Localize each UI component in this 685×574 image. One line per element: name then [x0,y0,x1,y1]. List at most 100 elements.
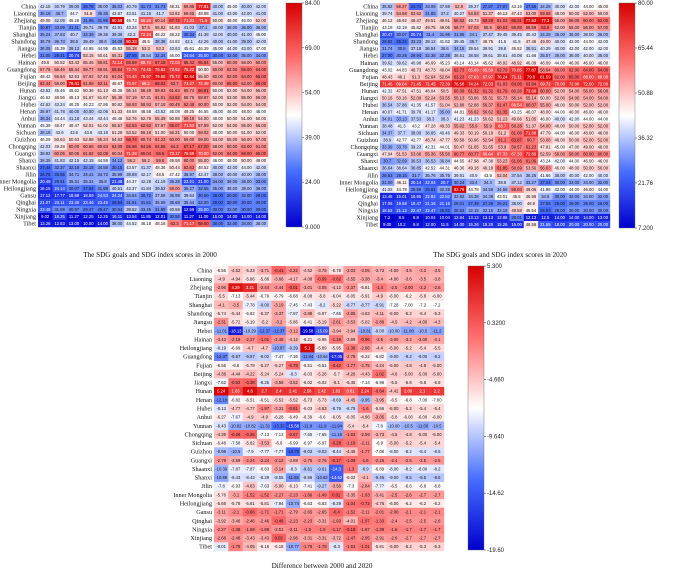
cell-value: -1.7 [404,527,412,532]
heatmap-cell [224,178,240,186]
heatmap-cell [357,456,373,465]
cell-value: 67.18 [155,60,166,65]
heatmap-cell [81,45,96,53]
heatmap-cell [386,490,402,500]
heatmap-cell [495,157,510,165]
heatmap-cell [224,3,240,11]
cell-value: 15.00 [511,222,522,227]
cell-value: 52.04 [497,173,508,178]
cell-value: -5.4 [419,311,427,316]
cell-value: -7.28 [389,302,399,307]
cell-value: -5.3 [433,544,441,549]
heatmap-cell [81,10,96,18]
heatmap-cell [153,206,168,214]
cell-value: 53.3 [142,46,151,51]
chart-title: The SDG goals and SDG index scores in 20… [433,251,567,259]
cell-value: 37.53 [411,117,422,122]
heatmap-cell [552,31,568,39]
cell-value: 34.39 [83,32,94,37]
heatmap-cell [523,192,539,201]
heatmap-cell [196,199,211,207]
heatmap-cell [109,80,125,88]
heatmap-cell [386,456,402,465]
heatmap-cell [581,143,596,151]
cell-value: 59.02 [198,130,209,135]
cell-value: -10.5 [432,423,442,428]
cell-value: -7.65 [331,311,341,316]
cell-value: 48.00 [554,102,565,107]
cell-value: 46.39 [198,46,209,51]
cell-value: 62.11 [98,81,109,86]
cell-value: 42.00 [256,165,267,170]
heatmap-cell [538,66,553,74]
cell-value: -1.63 [346,544,356,549]
heatmap-cell [214,283,229,293]
heatmap-cell [228,266,243,275]
cell-value: 49.05 [439,25,450,30]
heatmap-cell [81,143,96,151]
cell-value: 28.00 [583,201,594,206]
heatmap-cell [285,438,301,448]
heatmap-cell [253,122,269,130]
cell-value: 51.67 [83,95,94,100]
heatmap-cell [257,300,272,310]
heatmap-cell [224,66,240,74]
cell-value: 73.52 [169,67,180,72]
heatmap-cell [343,438,358,448]
cell-value: 54.93 [468,11,479,16]
heatmap-cell [257,404,272,414]
cell-value: 31.00 [382,180,393,185]
heatmap-cell [300,438,315,448]
cell-value: 30.57 [69,207,80,212]
cell-value: 28.00 [569,201,580,206]
cell-value: 22.04 [425,180,436,185]
heatmap-cell [372,412,387,422]
cell-value: -3.92 [216,518,226,523]
cell-value: 48.52 [198,165,209,170]
heatmap-cell [138,206,154,214]
cell-value: 48.58 [141,109,152,114]
heatmap-cell [357,386,373,396]
heatmap-cell [415,525,430,534]
heatmap-cell [408,3,424,11]
cell-value: 43.18 [97,130,108,135]
cell-value: 53.52 [126,130,137,135]
heatmap-cell [224,38,240,46]
cell-value: 46.00 [212,158,223,163]
heatmap-cell [523,66,539,74]
heatmap-cell [138,213,154,221]
heatmap-cell [242,361,258,370]
heatmap-cell [95,73,111,81]
heatmap-cell [300,412,315,422]
heatmap-cell [538,150,553,158]
cell-value: -5.44 [245,294,255,299]
column-label: SDG1 [373,0,388,2]
cell-value: 24.64 [184,53,195,58]
cell-value: 31.59 [54,207,65,212]
heatmap-cell [538,108,553,116]
heatmap-cell [52,3,67,11]
cell-value: 48.00 [212,130,223,135]
heatmap-cell [595,31,611,39]
heatmap-cell [210,129,226,137]
heatmap-cell [595,24,611,32]
cell-value: 23.46 [97,200,108,205]
cell-value: 52.00 [583,102,594,107]
cell-value: 53.55 [439,95,450,100]
cell-value: 28.00 [554,208,565,213]
cell-value: -1.52 [245,492,255,497]
heatmap-cell [224,157,240,165]
heatmap-cell [523,185,539,194]
heatmap-cell [451,38,467,46]
cell-value: 48.56 [54,95,65,100]
heatmap-cell [196,136,211,144]
heatmap-cell [224,10,240,18]
heatmap-cell [408,38,424,46]
cell-value: 49.18 [468,166,479,171]
heatmap-cell [228,507,243,517]
heatmap-cell [239,94,254,102]
heatmap-cell [437,73,453,81]
cell-value: 39.61 [483,53,494,58]
heatmap-cell [300,343,315,353]
heatmap-cell [257,274,272,284]
